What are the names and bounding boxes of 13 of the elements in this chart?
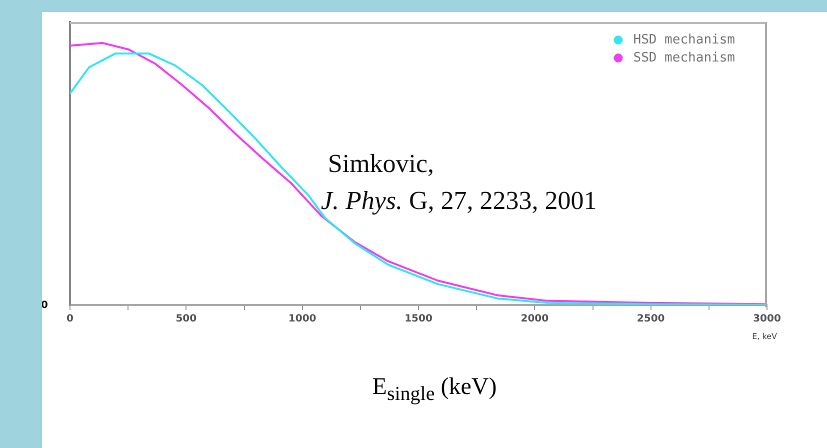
x-tick-label: 3000 — [753, 314, 781, 325]
text: E$_{single}$ (keV) — [371, 374, 498, 406]
x-tick-label: 2500 — [636, 314, 665, 325]
x-tick-label: 1500 — [404, 314, 432, 325]
x-tick-label: 500 — [176, 314, 197, 325]
x-tick-label: 0 — [66, 314, 74, 325]
x-tick-label: 2000 — [520, 314, 549, 325]
x-tick-label: 1000 — [288, 314, 316, 325]
x-axis-title: E, keV — [752, 332, 778, 341]
annotation: J. Phys. G, 27, 2233, 2001 — [320, 186, 597, 215]
legend-label: SSD mechanism — [633, 50, 736, 66]
legend-label: HSD mechanism — [633, 32, 736, 48]
annotation: Simkovic, — [328, 148, 434, 178]
